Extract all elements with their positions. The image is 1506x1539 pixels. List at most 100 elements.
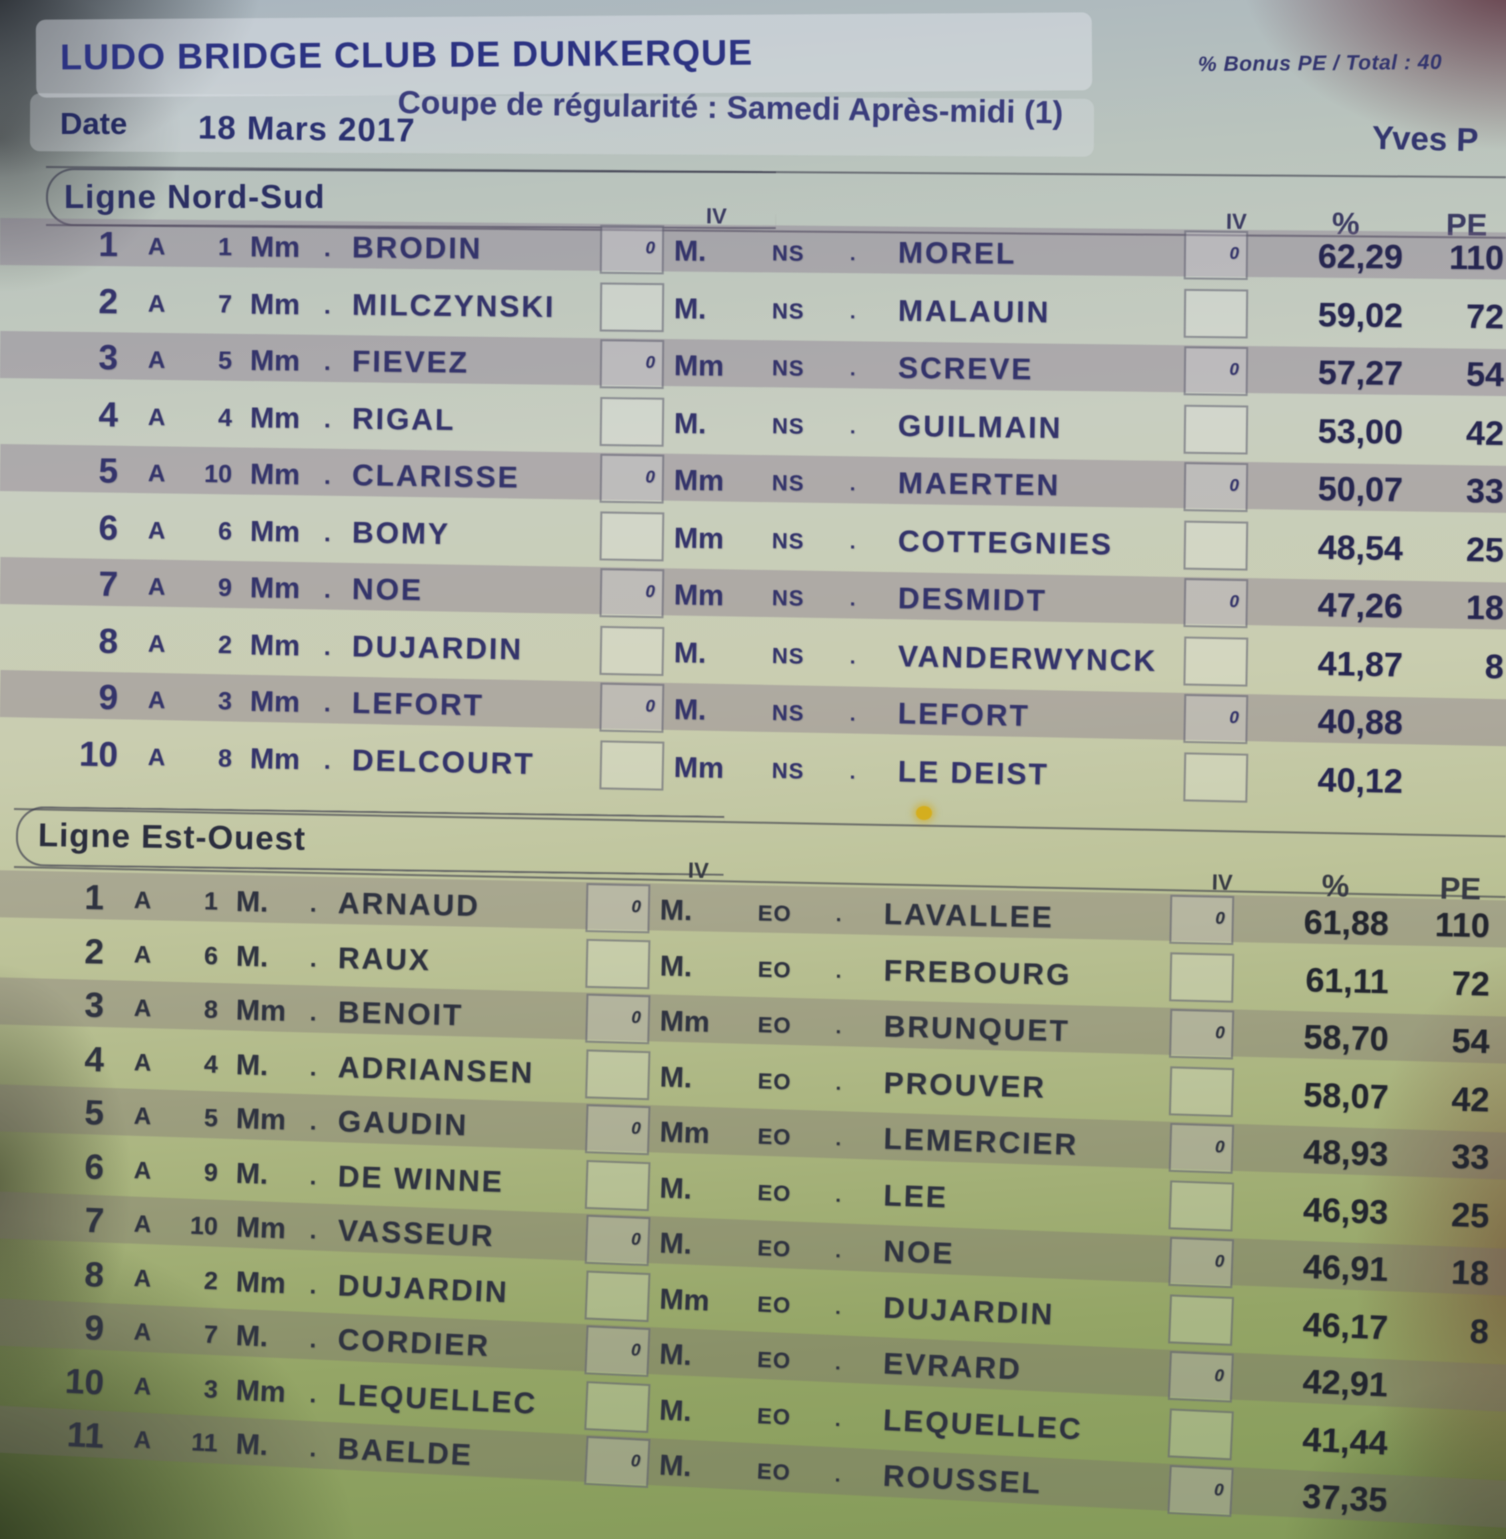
- civility-cell: Mm: [235, 994, 287, 1028]
- category-cell: A: [133, 1210, 152, 1239]
- table-row: 1 A 1 Mm. BRODIN M. NS. MOREL 62,29 110 0 0: [0, 220, 1506, 284]
- iv-zero-mark: 0: [1213, 1480, 1225, 1500]
- pair-first-name: BRODIN: [351, 231, 483, 266]
- civility-cell: Mm: [673, 350, 725, 383]
- leader-dot: .: [309, 1271, 317, 1299]
- iv-box: 0: [599, 224, 665, 275]
- percent-value: 61,11: [1305, 960, 1390, 1001]
- leader-dot: .: [834, 1296, 842, 1319]
- pair-first-name: BENOIT: [337, 996, 464, 1033]
- pe-value: 18: [1465, 588, 1505, 628]
- leader-dot: .: [309, 1053, 317, 1082]
- leader-dot: .: [309, 1108, 317, 1136]
- leader-dot: .: [834, 1408, 842, 1431]
- percent-value: 37,35: [1301, 1477, 1389, 1520]
- category-cell: A: [133, 994, 152, 1023]
- pair-first-name: ARNAUD: [337, 887, 481, 923]
- table-number-cell: 9: [203, 1158, 219, 1187]
- iv-box: [1169, 951, 1235, 1003]
- iv-box: 0: [1183, 462, 1249, 513]
- leader-dot: .: [835, 960, 842, 983]
- civility-cell: Mm: [249, 572, 301, 606]
- leader-dot: .: [309, 890, 317, 918]
- table-number-cell: 1: [203, 887, 219, 916]
- table-number-cell: 6: [217, 516, 233, 546]
- civility-cell: M.: [235, 940, 269, 973]
- line-code: NS: [771, 642, 805, 669]
- category-cell: A: [147, 233, 166, 261]
- iv-box: [584, 1159, 651, 1211]
- rank-cell: 10: [64, 1361, 105, 1402]
- iv-box: 0: [599, 339, 665, 389]
- signature-name: Yves P: [1371, 118, 1479, 159]
- civility-cell: Mm: [249, 515, 301, 549]
- pair-second-name: ROUSSEL: [882, 1459, 1043, 1501]
- date-label: Date: [60, 106, 128, 141]
- iv-box: [1183, 404, 1249, 455]
- table-number-cell: 5: [217, 346, 233, 375]
- leader-dot: .: [849, 645, 856, 669]
- percent-value: 47,26: [1317, 586, 1404, 626]
- rank-cell: 3: [98, 338, 119, 378]
- iv-box: [1167, 1407, 1234, 1460]
- line-code: EO: [756, 1235, 792, 1262]
- iv-zero-mark: 0: [630, 1340, 641, 1360]
- section-title-nord-sud: Ligne Nord-Sud: [64, 178, 326, 215]
- pe-value: 25: [1465, 530, 1505, 570]
- table-number-cell: 2: [217, 630, 233, 659]
- iv-box: 0: [1168, 1122, 1235, 1174]
- percent-value: 62,29: [1317, 237, 1404, 277]
- leader-dot: .: [849, 703, 856, 726]
- pe-value: 8: [1484, 647, 1505, 686]
- leader-dot: .: [309, 1162, 317, 1191]
- pair-first-name: NOE: [351, 572, 424, 608]
- civility-cell: Mm: [658, 1283, 711, 1318]
- rank-cell: 1: [98, 224, 119, 265]
- iv-box: 0: [585, 993, 651, 1045]
- table-number-cell: 5: [203, 1103, 219, 1133]
- rank-cell: 6: [98, 508, 119, 548]
- line-code: NS: [771, 412, 805, 439]
- leader-dot: .: [834, 1352, 842, 1375]
- iv-box: [1168, 1179, 1235, 1232]
- civility-cell: M.: [235, 886, 269, 919]
- pe-value: 33: [1465, 472, 1505, 511]
- iv-zero-mark: 0: [631, 1118, 642, 1138]
- leader-dot: .: [323, 348, 331, 376]
- pair-first-name: FIEVEZ: [351, 345, 470, 380]
- leader-dot: .: [849, 761, 856, 784]
- iv-box: 0: [1169, 1008, 1235, 1060]
- civility-cell: Mm: [673, 522, 725, 555]
- leader-dot: .: [835, 1072, 842, 1095]
- pe-value: 18: [1450, 1253, 1490, 1293]
- iv-zero-mark: 0: [645, 467, 656, 487]
- line-code: NS: [771, 527, 805, 554]
- pair-first-name: LEFORT: [351, 686, 485, 723]
- line-code: NS: [771, 240, 805, 266]
- leader-dot: .: [835, 1016, 842, 1039]
- civility-cell: Mm: [249, 345, 301, 378]
- civility-cell: Mm: [673, 579, 725, 613]
- civility-cell: M.: [658, 1394, 693, 1428]
- civility-cell: M.: [658, 1449, 693, 1484]
- pe-value: [1418, 763, 1504, 765]
- line-code: NS: [771, 757, 805, 784]
- iv-zero-mark: 0: [645, 696, 656, 716]
- category-cell: A: [147, 686, 166, 715]
- category-cell: A: [133, 1426, 152, 1455]
- civility-cell: Mm: [249, 629, 301, 662]
- bonus-total-note: % Bonus PE / Total : 40: [1197, 50, 1443, 77]
- pe-value: 54: [1451, 1022, 1491, 1062]
- iv-box: 0: [599, 682, 665, 733]
- rank-cell: 4: [98, 394, 119, 435]
- iv-box: 0: [585, 883, 651, 934]
- iv-box: [585, 1048, 651, 1100]
- percent-value: 46,93: [1302, 1190, 1389, 1232]
- iv-box: [599, 739, 665, 791]
- civility-cell: M.: [659, 1172, 693, 1206]
- pe-value: 54: [1465, 355, 1505, 395]
- iv-zero-mark: 0: [1229, 359, 1240, 379]
- pair-second-name: MAERTEN: [897, 467, 1061, 503]
- pair-first-name: RIGAL: [351, 402, 456, 437]
- pe-value: 42: [1465, 413, 1505, 453]
